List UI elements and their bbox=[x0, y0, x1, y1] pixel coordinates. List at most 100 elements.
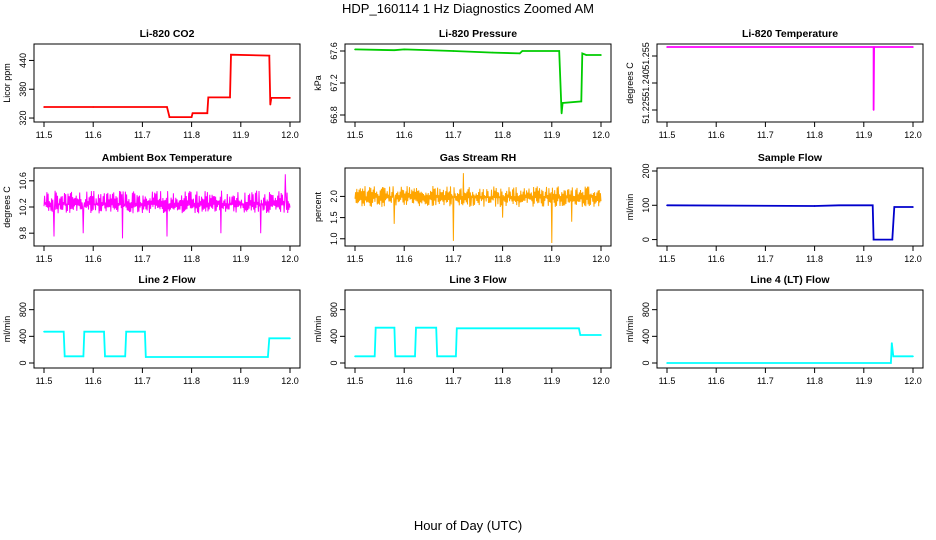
panel-title: Gas Stream RH bbox=[440, 152, 516, 164]
x-tick-label: 11.7 bbox=[757, 254, 774, 264]
data-point bbox=[872, 238, 875, 241]
plot-frame bbox=[344, 43, 612, 123]
data-point bbox=[63, 355, 66, 358]
data-point bbox=[393, 49, 396, 51]
data-point bbox=[893, 206, 896, 208]
data-point bbox=[579, 334, 582, 336]
y-tick-label: 800 bbox=[329, 302, 339, 317]
y-axis-label: Licor ppm bbox=[2, 63, 12, 103]
data-point bbox=[103, 330, 105, 333]
plot-frame bbox=[344, 289, 612, 369]
x-tick-label: 11.6 bbox=[708, 254, 725, 264]
data-point bbox=[207, 96, 210, 99]
data-point bbox=[666, 46, 668, 48]
x-tick-label: 11.6 bbox=[85, 376, 102, 386]
data-point bbox=[43, 330, 45, 333]
data-point bbox=[456, 327, 458, 330]
data-point bbox=[890, 362, 892, 364]
data-point bbox=[393, 326, 396, 329]
y-tick-label: 67.2 bbox=[329, 74, 339, 92]
x-tick-label: 11.9 bbox=[855, 376, 872, 386]
x-tick-label: 12.0 bbox=[592, 376, 610, 386]
data-point bbox=[600, 334, 602, 336]
x-tick-label: 11.5 bbox=[36, 254, 53, 264]
panel-title: Li-820 Pressure bbox=[439, 28, 517, 40]
x-tick-label: 11.8 bbox=[183, 130, 200, 140]
y-tick-label: 66.8 bbox=[329, 106, 339, 124]
x-tick-label: 11.8 bbox=[494, 130, 511, 140]
panel-title: Li-820 Temperature bbox=[742, 28, 838, 40]
x-tick-label: 11.7 bbox=[134, 254, 151, 264]
data-point bbox=[891, 238, 894, 241]
panel-title: Line 3 Flow bbox=[449, 274, 507, 286]
data-point bbox=[581, 52, 584, 55]
y-axis-label: ml/min bbox=[625, 194, 635, 221]
x-tick-label: 11.6 bbox=[708, 130, 725, 140]
y-tick-label: 380 bbox=[18, 82, 28, 97]
data-point bbox=[229, 96, 231, 99]
y-tick-label: 400 bbox=[641, 329, 651, 344]
data-point bbox=[230, 53, 232, 56]
panel-title: Sample Flow bbox=[758, 152, 823, 164]
x-tick-label: 11.8 bbox=[183, 376, 200, 386]
x-tick-label: 11.9 bbox=[232, 130, 249, 140]
data-point bbox=[455, 355, 457, 358]
data-point bbox=[373, 355, 376, 358]
y-tick-label: 51.240 bbox=[641, 69, 651, 97]
data-point bbox=[912, 355, 914, 358]
panel-3: Ambient Box Temperature degrees C 11.5 11.6… bbox=[2, 152, 301, 264]
data-point bbox=[145, 356, 147, 358]
x-tick-label: 11.7 bbox=[757, 130, 774, 140]
x-tick-label: 12.0 bbox=[281, 254, 299, 264]
x-tick-label: 12.0 bbox=[281, 130, 299, 140]
panel-title: Line 2 Flow bbox=[138, 274, 196, 286]
data-point bbox=[666, 204, 668, 207]
x-tick-label: 11.8 bbox=[494, 254, 511, 264]
data-point bbox=[289, 337, 291, 340]
y-axis-label: degrees C bbox=[2, 186, 12, 228]
data-point bbox=[838, 204, 840, 207]
x-tick-label: 11.5 bbox=[347, 130, 364, 140]
x-tick-label: 11.6 bbox=[396, 130, 413, 140]
y-tick-label: 67.6 bbox=[329, 42, 339, 60]
data-point bbox=[166, 106, 168, 108]
y-tick-label: 0 bbox=[18, 360, 28, 365]
x-tick-label: 11.5 bbox=[659, 130, 676, 140]
y-axis-label: kPa bbox=[313, 75, 323, 91]
y-tick-label: 51.225 bbox=[641, 96, 651, 124]
data-point bbox=[892, 355, 895, 358]
data-point bbox=[354, 48, 356, 51]
x-tick-label: 11.5 bbox=[36, 376, 53, 386]
panel-title: Line 4 (LT) Flow bbox=[750, 274, 830, 286]
data-point bbox=[491, 51, 494, 54]
data-point bbox=[871, 204, 874, 207]
data-point bbox=[268, 54, 271, 57]
x-tick-label: 11.7 bbox=[445, 254, 462, 264]
y-tick-label: 800 bbox=[641, 302, 651, 317]
figure-title: HDP_160114 1 Hz Diagnostics Zoomed AM bbox=[342, 1, 594, 16]
y-tick-label: 9.8 bbox=[18, 227, 28, 240]
series-line bbox=[355, 326, 601, 358]
y-tick-label: 0 bbox=[641, 360, 651, 365]
plot-frame bbox=[656, 167, 924, 247]
panel-1: Li-820 Pressure kPa 11.5 11.6 11.7 11.8 11.9 12… bbox=[313, 28, 612, 140]
x-tick-label: 12.0 bbox=[592, 130, 610, 140]
y-tick-label: 0 bbox=[641, 237, 651, 242]
series-line bbox=[667, 46, 913, 111]
x-tick-label: 12.0 bbox=[592, 254, 610, 264]
y-tick-label: 1.5 bbox=[329, 211, 339, 224]
data-point bbox=[104, 355, 106, 358]
data-point bbox=[62, 330, 65, 333]
x-tick-label: 11.9 bbox=[855, 130, 872, 140]
x-tick-label: 11.7 bbox=[757, 376, 774, 386]
x-tick-label: 11.9 bbox=[543, 130, 560, 140]
y-tick-label: 0 bbox=[329, 360, 339, 365]
panel-6: Line 2 Flow ml/min 11.5 11.6 11.7 11.8 11.9 12.… bbox=[2, 274, 301, 386]
data-point bbox=[354, 355, 356, 358]
data-point bbox=[144, 330, 146, 333]
x-tick-label: 11.5 bbox=[659, 254, 676, 264]
plot-frame bbox=[656, 289, 924, 369]
x-tick-label: 11.5 bbox=[36, 130, 53, 140]
data-point bbox=[585, 54, 588, 56]
data-point bbox=[269, 103, 272, 106]
